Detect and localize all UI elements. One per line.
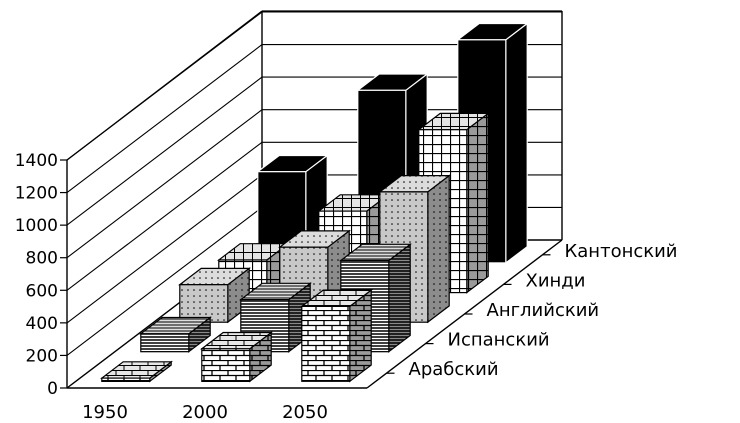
x-tick-label: 1950 <box>82 402 128 423</box>
y-tick-label: 0 <box>47 379 58 399</box>
bar-front <box>101 377 151 383</box>
bar-top <box>100 361 173 379</box>
y-tick-label: 600 <box>26 281 58 301</box>
bar-side <box>505 22 528 265</box>
bar-Арабский-2000 <box>200 331 273 383</box>
y-tick-label: 400 <box>26 314 58 334</box>
y-tick-label: 200 <box>26 346 58 366</box>
gridline <box>66 11 562 161</box>
x-tick-label: 2000 <box>182 402 228 423</box>
x-tick-label: 2050 <box>282 402 328 423</box>
series-label: Испанский <box>448 330 550 351</box>
bar-Арабский-1950 <box>100 360 173 383</box>
series-label: Хинди <box>526 270 586 291</box>
y-tick-label: 1400 <box>15 151 58 171</box>
y-tick-label: 1000 <box>15 216 58 236</box>
y-axis: 0 200 400 600 800 1000 1200 1400 <box>15 151 67 399</box>
axis-labels: 1950 2000 2050 Арабский Испанский Английский Х… <box>82 241 677 423</box>
bar-front <box>301 305 351 382</box>
bar-side <box>466 112 489 294</box>
bar-front <box>201 348 251 382</box>
y-tick-label: 1200 <box>15 184 58 204</box>
bar-side <box>388 243 411 353</box>
bar-side <box>427 174 450 324</box>
series-label: Английский <box>487 300 600 321</box>
bar-front <box>179 284 229 323</box>
bar-Испанский-1950 <box>139 316 212 353</box>
series-label: Кантонский <box>565 241 678 262</box>
bar-Арабский-2050 <box>300 288 373 383</box>
bar-front <box>140 333 190 353</box>
y-tick-label: 800 <box>26 249 58 269</box>
bars <box>100 22 529 383</box>
bar-Английский-1950 <box>178 267 251 324</box>
series-label: Арабский <box>409 359 499 380</box>
